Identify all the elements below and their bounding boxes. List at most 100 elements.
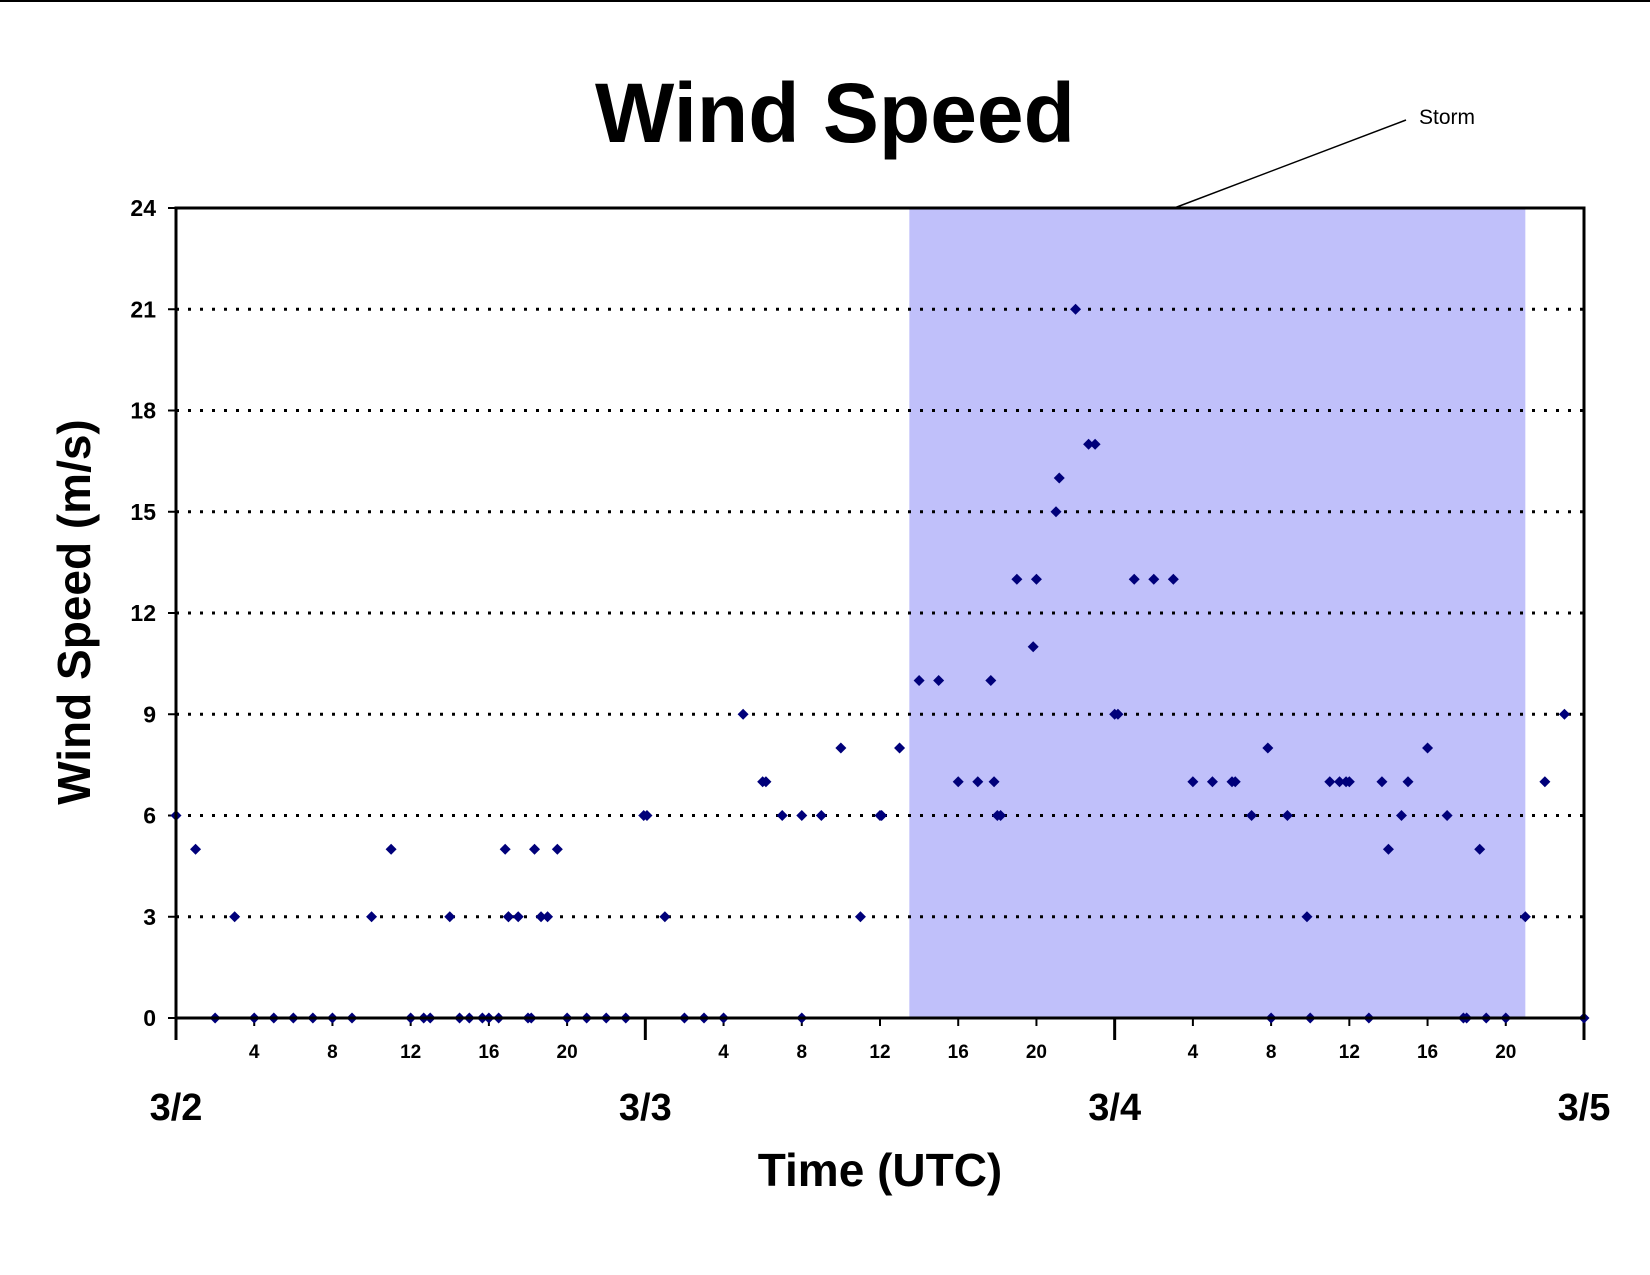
data-point xyxy=(529,843,541,855)
data-point xyxy=(1083,438,1095,450)
x-tick-label: 4 xyxy=(1188,1042,1199,1063)
data-point xyxy=(1519,911,1531,923)
data-point xyxy=(551,843,563,855)
x-tick-label: 20 xyxy=(1495,1042,1516,1063)
data-point xyxy=(1050,506,1062,518)
x-tick-label: 8 xyxy=(796,1042,807,1063)
data-point xyxy=(1089,438,1101,450)
data-point xyxy=(229,911,241,923)
date-label: 3/5 xyxy=(1558,1087,1611,1129)
data-point xyxy=(854,911,866,923)
x-tick-label: 4 xyxy=(718,1042,729,1063)
data-point xyxy=(972,776,984,788)
data-point xyxy=(499,843,511,855)
data-point xyxy=(1301,911,1313,923)
y-axis-title: Wind Speed (m/s) xyxy=(48,419,100,805)
storm-annotation-label: Storm xyxy=(1419,106,1475,129)
data-point xyxy=(894,742,906,754)
data-point xyxy=(1262,742,1274,754)
data-point xyxy=(1334,776,1346,788)
data-point xyxy=(1229,776,1241,788)
x-tick-label: 20 xyxy=(557,1042,578,1063)
data-point xyxy=(1343,776,1355,788)
data-point xyxy=(1382,843,1394,855)
data-point xyxy=(1246,810,1258,821)
x-tick-label: 16 xyxy=(478,1042,499,1063)
date-labels: 3/2 3/3 3/4 3/5 xyxy=(150,1018,1611,1129)
data-point xyxy=(1148,573,1160,585)
data-point xyxy=(190,843,202,855)
data-point xyxy=(1281,810,1293,821)
data-point xyxy=(760,776,772,788)
data-point xyxy=(512,911,524,923)
data-point xyxy=(835,742,847,754)
data-point xyxy=(1422,742,1434,754)
y-tick-label-24: 24 xyxy=(130,195,156,221)
date-label: 3/2 xyxy=(150,1087,203,1129)
x-tick-label: 8 xyxy=(327,1042,338,1063)
data-point xyxy=(1128,573,1140,585)
x-tick-label: 8 xyxy=(1266,1042,1277,1063)
data-point xyxy=(1030,573,1042,585)
y-axis-ticks: 0 3 6 9 12 15 18 21 24 xyxy=(130,195,176,1031)
data-point xyxy=(1395,810,1407,821)
y-tick-label-9: 9 xyxy=(143,701,156,727)
y-tick-label-12: 12 xyxy=(130,600,156,626)
data-point xyxy=(1027,641,1039,653)
x-tick-label: 12 xyxy=(1339,1042,1360,1063)
data-point xyxy=(1558,708,1570,720)
data-point xyxy=(1441,810,1453,821)
data-point xyxy=(366,911,378,923)
y-tick-label-6: 6 xyxy=(143,803,156,829)
x-tick-label: 16 xyxy=(1417,1042,1438,1063)
y-tick-label-15: 15 xyxy=(130,499,156,525)
data-point xyxy=(1539,776,1551,788)
storm-annotation-leader xyxy=(1173,119,1407,209)
data-point xyxy=(1474,843,1486,855)
x-tick-label: 16 xyxy=(948,1042,969,1063)
data-point xyxy=(502,911,514,923)
data-point xyxy=(952,776,964,788)
data-point xyxy=(815,810,827,821)
data-point xyxy=(1167,573,1179,585)
date-label: 3/3 xyxy=(619,1087,672,1129)
data-point xyxy=(1324,776,1336,788)
data-point xyxy=(876,810,888,821)
data-point xyxy=(641,810,653,821)
plot-frame xyxy=(174,206,1586,1020)
storm-shaded-region xyxy=(909,208,1526,1018)
data-point xyxy=(542,911,554,923)
date-label: 3/4 xyxy=(1088,1087,1141,1129)
data-point xyxy=(737,708,749,720)
data-points xyxy=(170,303,1590,1024)
y-tick-label-21: 21 xyxy=(130,296,156,322)
x-tick-label: 4 xyxy=(249,1042,260,1063)
data-point xyxy=(659,911,671,923)
data-point xyxy=(933,675,945,686)
chart-title: Wind Speed xyxy=(595,66,1075,160)
data-point xyxy=(796,810,808,821)
data-point xyxy=(985,675,997,686)
data-point xyxy=(1187,776,1199,788)
y-tick-label-18: 18 xyxy=(130,398,156,424)
y-tick-label-3: 3 xyxy=(143,904,156,930)
data-point xyxy=(913,675,925,686)
x-axis-title: Time (UTC) xyxy=(758,1144,1003,1196)
data-point xyxy=(988,776,1000,788)
data-point xyxy=(444,911,456,923)
data-point xyxy=(1206,776,1218,788)
x-tick-label: 20 xyxy=(1026,1042,1047,1063)
top-border-line xyxy=(0,0,1650,2)
x-axis-ticks: 4 8 12 16 20 4 8 12 16 20 4 8 12 16 20 xyxy=(249,1018,1516,1063)
data-point xyxy=(1011,573,1023,585)
data-point xyxy=(1402,776,1414,788)
data-point xyxy=(995,810,1007,821)
x-tick-label: 12 xyxy=(869,1042,890,1063)
data-point xyxy=(385,843,397,855)
data-point xyxy=(1053,472,1065,484)
data-point xyxy=(1070,303,1082,315)
data-point xyxy=(776,810,788,821)
x-tick-label: 12 xyxy=(400,1042,421,1063)
data-point xyxy=(1376,776,1388,788)
